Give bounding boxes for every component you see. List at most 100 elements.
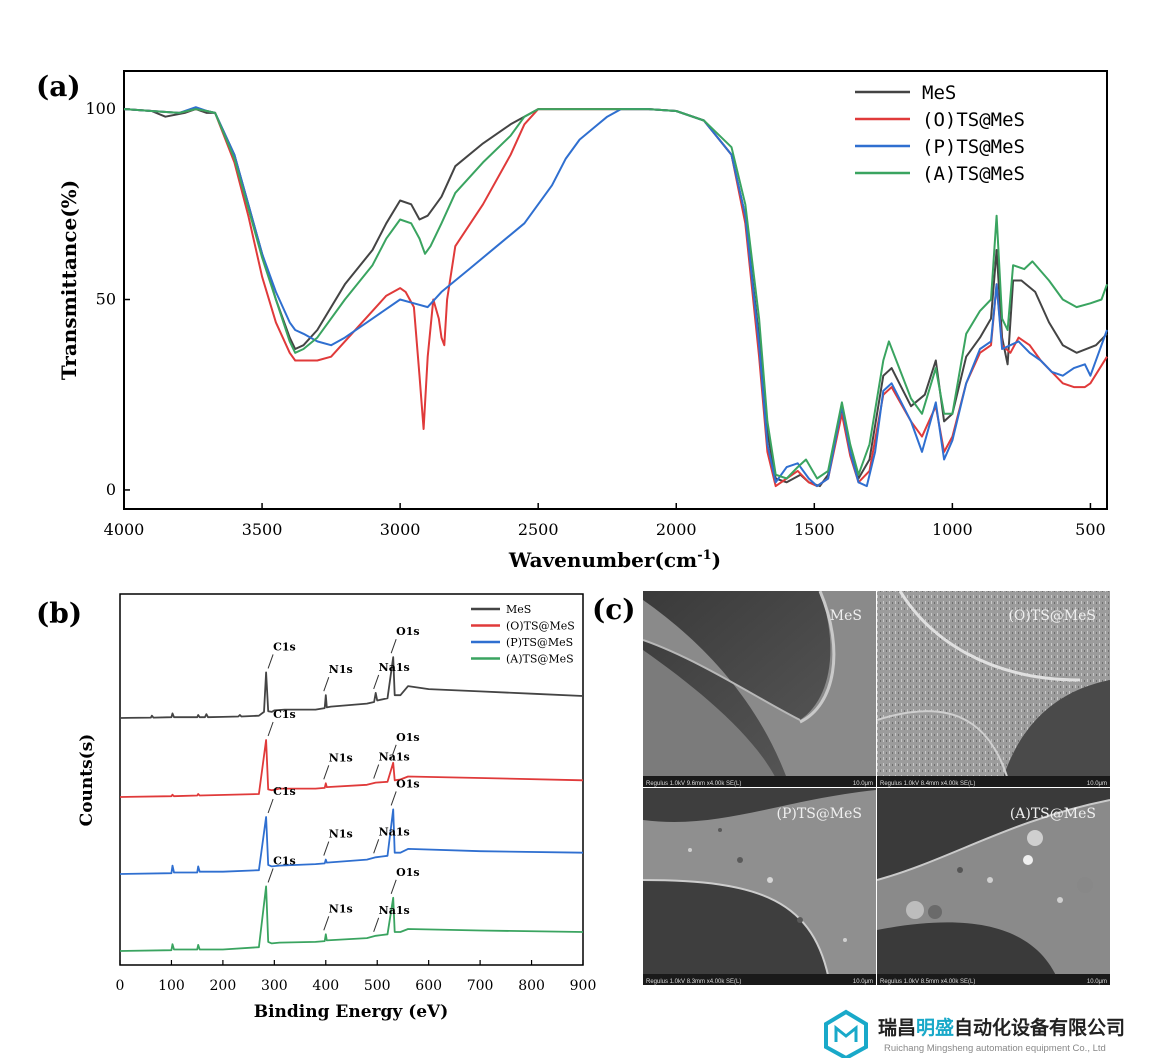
panel-b-legend-label: (O)TS@MeS [506, 620, 575, 633]
panel-b-x-tick-label: 500 [364, 978, 391, 994]
sem-caption-1: Regulus 1.0kV 9.6mm x4.00k SE(L) [646, 781, 741, 787]
sem-image-a-ts-mes [877, 788, 1110, 985]
company-name: 瑞昌明盛自动化设备有限公司 [878, 1016, 1125, 1039]
panel-a-frame [123, 70, 1108, 510]
panel-a-series-line-2 [123, 106, 1108, 488]
panel-b-x-axis-label: Binding Energy (eV) [254, 1002, 449, 1022]
sem-title-2: (O)TS@MeS [1008, 608, 1096, 624]
panel-a-y-tick-label: 0 [106, 480, 116, 499]
panel-b-peak-label: O1s [396, 731, 419, 744]
panel-b-legend-label: MeS [506, 603, 531, 616]
panel-a-x-ticks: 4000 3500 3000 2500 2000 1500 1000 500 [104, 503, 1106, 539]
panel-b-peak-pointer [323, 916, 330, 931]
company-name-english: Ruichang Mingsheng automation equipment … [884, 1043, 1106, 1054]
panel-b-peak-label: C1s [273, 785, 296, 798]
panel-a-series-lines [123, 106, 1108, 488]
panel-a-y-tick-label: 50 [96, 290, 116, 309]
sem-caption-3: Regulus 1.0kV 8.3mm x4.00k SE(L) [646, 979, 741, 985]
sem-caption-2: Regulus 1.0kV 8.4mm x4.00k SE(L) [880, 781, 975, 787]
panel-b-x-tick-label: 900 [570, 978, 597, 994]
panel-b-peak-label: Na1s [379, 751, 410, 764]
panel-b-peak-pointer [373, 839, 380, 854]
panel-a-x-tick-label: 500 [1075, 520, 1106, 539]
panel-b-peak-label: Na1s [379, 825, 410, 838]
sem-image-mes [643, 591, 876, 787]
panel-a-x-tick-label: 2500 [518, 520, 559, 539]
panel-b-label: (b) [36, 597, 82, 630]
sem-title-3: (P)TS@MeS [777, 806, 862, 822]
panel-a-legend-label: MeS [922, 82, 956, 104]
panel-b-series-line-2 [119, 808, 584, 875]
panel-b-x-tick-label: 100 [158, 978, 185, 994]
panel-b-x-tick-label: 200 [210, 978, 237, 994]
panel-b-peak-label: O1s [396, 866, 419, 879]
panel-c: (c) MeS R [592, 591, 1110, 985]
panel-b-series-line-0 [119, 656, 584, 719]
panel-b-peak-label: C1s [273, 640, 296, 653]
panel-a-series-line-3 [123, 108, 1108, 480]
panel-b-x-tick-label: 400 [312, 978, 339, 994]
sem-image-p-ts-mes [643, 788, 876, 985]
panel-a-legend-label: (A)TS@MeS [922, 163, 1025, 185]
panel-b-peak-pointer [323, 677, 330, 692]
panel-b-x-tick-label: 600 [415, 978, 442, 994]
panel-b-peak-pointer [390, 639, 397, 654]
panel-b-legend-label: (A)TS@MeS [506, 653, 574, 666]
panel-b-peak-label: C1s [273, 708, 296, 721]
panel-b-series-line-1 [119, 739, 584, 798]
panel-b-x-ticks: 0 100 200 300 400 500 600 700 800 900 [116, 960, 597, 994]
panel-a-x-axis-label: Wavenumber(cm-1) [508, 548, 721, 572]
panel-b-peak-labels: C1s N1s Na1s O1s C1s N1s Na1s O1s C1s N1s Na1s O1s C… [267, 625, 420, 932]
panel-a-y-ticks: 0 50 100 [85, 99, 130, 499]
panel-b-peak-label: O1s [396, 777, 419, 790]
panel-b-peak-pointer [267, 721, 274, 737]
panel-b-peak-pointer [323, 765, 330, 780]
sem-scale-4: 10.0μm [1087, 979, 1107, 985]
panel-b-peak-label: O1s [396, 625, 419, 638]
panel-b-series-line-3 [119, 885, 584, 952]
panel-b-peak-label: N1s [329, 751, 353, 764]
panel-a: (a) 4000 3500 3000 2500 2000 1500 1000 500 0 50 1… [36, 70, 1108, 572]
panel-b-y-axis-label: Counts(s) [77, 734, 97, 827]
panel-a-legend-label: (O)TS@MeS [922, 109, 1025, 131]
panel-a-x-tick-label: 2000 [656, 520, 697, 539]
panel-b: (b) 0 100 200 300 400 500 600 700 800 900 C1s N1s N… [36, 593, 597, 1022]
sem-image-o-ts-mes [877, 591, 1110, 787]
panel-a-legend-label: (P)TS@MeS [922, 136, 1025, 158]
sem-scale-2: 10.0μm [1087, 781, 1107, 787]
panel-b-peak-pointer [390, 744, 397, 759]
panel-b-x-tick-label: 800 [518, 978, 545, 994]
panel-b-peak-pointer [373, 674, 380, 690]
panel-b-peak-label: Na1s [379, 661, 410, 674]
panel-b-x-tick-label: 0 [116, 978, 125, 994]
panel-b-legend: MeS (O)TS@MeS (P)TS@MeS (A)TS@MeS [471, 603, 575, 666]
company-watermark: 瑞昌明盛自动化设备有限公司 Ruichang Mingsheng automat… [824, 1009, 1125, 1058]
panel-a-y-axis-label: Transmittance(%) [57, 180, 81, 380]
sem-caption-4: Regulus 1.0kV 8.5mm x4.00k SE(L) [880, 979, 975, 985]
sem-scale-1: 10.0μm [853, 781, 873, 787]
sem-title-4: (A)TS@MeS [1010, 806, 1096, 822]
panel-a-x-tick-label: 4000 [104, 520, 145, 539]
panel-b-peak-pointer [390, 791, 397, 806]
panel-a-x-tick-label: 3500 [242, 520, 283, 539]
company-logo-icon [824, 1009, 868, 1058]
panel-b-peak-pointer [373, 917, 380, 932]
panel-b-x-tick-label: 700 [467, 978, 494, 994]
panel-a-x-tick-label: 3000 [380, 520, 421, 539]
panel-b-peak-label: N1s [329, 828, 353, 841]
panel-b-peak-pointer [323, 841, 330, 856]
panel-b-peak-pointer [267, 868, 274, 883]
panel-b-series-lines [119, 656, 584, 952]
panel-c-label: (c) [592, 593, 636, 626]
panel-b-peak-pointer [390, 879, 397, 894]
sem-scale-3: 10.0μm [853, 979, 873, 985]
panel-b-peak-pointer [373, 764, 380, 779]
panel-b-peak-label: N1s [329, 902, 353, 915]
panel-a-x-tick-label: 1500 [794, 520, 835, 539]
panel-a-y-tick-label: 100 [85, 99, 116, 118]
panel-a-label: (a) [36, 70, 81, 103]
sem-title-1: MeS [830, 608, 862, 624]
panel-b-peak-label: Na1s [379, 904, 410, 917]
panel-b-peak-label: C1s [273, 854, 296, 867]
